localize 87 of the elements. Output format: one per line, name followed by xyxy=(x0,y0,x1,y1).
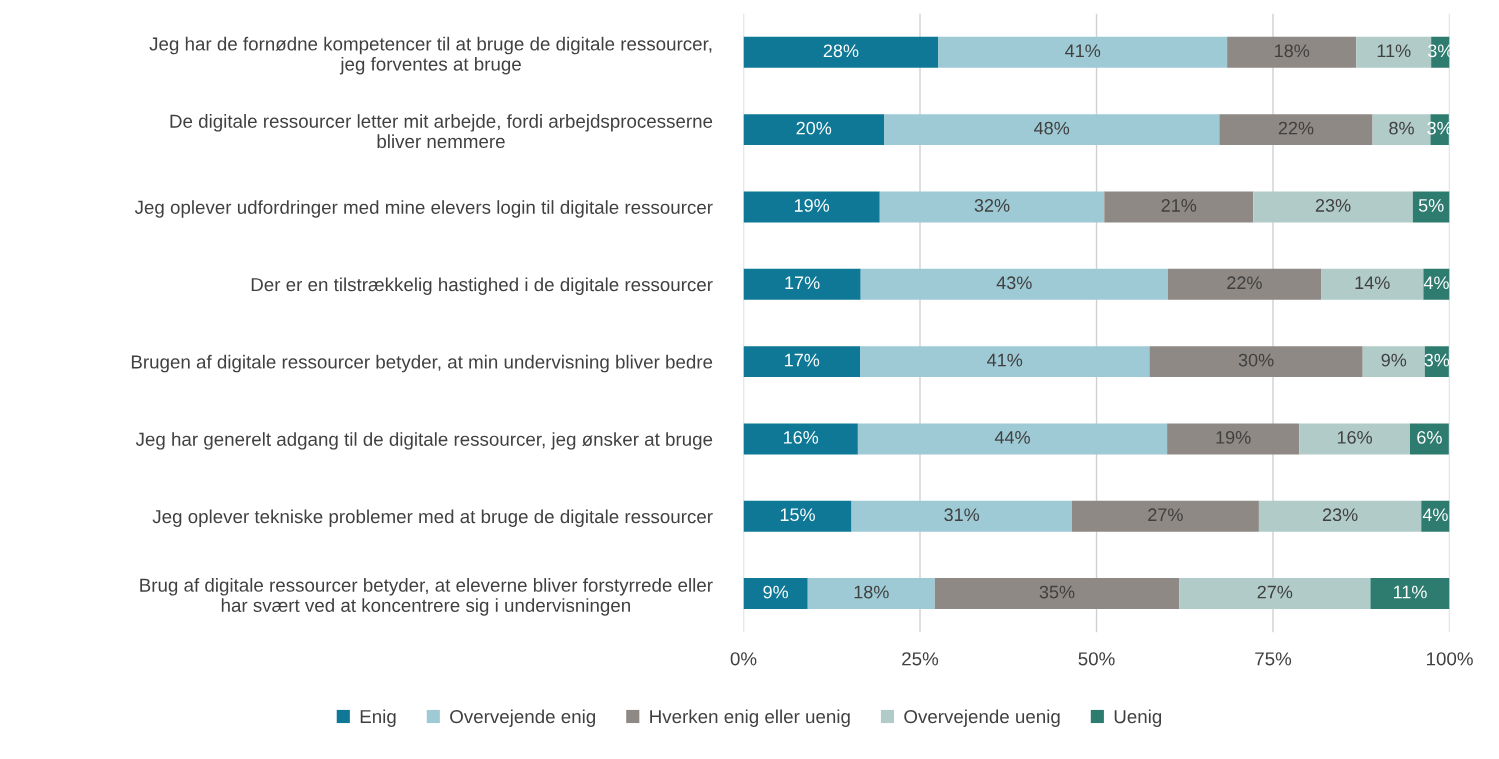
legend-label: Hverken enig eller uenig xyxy=(650,709,850,727)
data-label: 41% xyxy=(987,353,1023,367)
y-tick-label: Jeg har de fornødne kompetencer til at bruge de digitale ressourcer, jeg forventes at bruge xyxy=(149,36,712,75)
bar xyxy=(807,578,935,610)
bar xyxy=(1179,578,1371,610)
bar xyxy=(851,500,1072,532)
data-label: 41% xyxy=(1065,44,1101,58)
data-label: 18% xyxy=(854,585,889,599)
data-label: 20% xyxy=(796,121,832,135)
bar xyxy=(938,36,1228,68)
bar xyxy=(1149,346,1363,378)
bar xyxy=(743,578,808,610)
x-tick-label: 0% xyxy=(730,652,757,666)
legend-label: Uenig xyxy=(1114,709,1162,727)
bar xyxy=(857,423,1168,455)
bar xyxy=(743,500,852,532)
data-label: 4% xyxy=(1422,508,1448,522)
data-label: 31% xyxy=(944,508,980,522)
bar xyxy=(934,578,1180,610)
y-tick-label: Jeg har generelt adgang til de digitale ressourcer, jeg ønsker at bruge xyxy=(135,432,713,450)
bar xyxy=(743,268,861,300)
data-label: 27% xyxy=(1148,508,1183,522)
bar xyxy=(1299,423,1410,455)
legend-label: Enig xyxy=(360,709,396,727)
bar xyxy=(743,423,858,455)
data-label: 9% xyxy=(1381,353,1407,367)
data-label: 4% xyxy=(1423,276,1449,290)
bar xyxy=(1227,36,1357,68)
x-tick-label: 75% xyxy=(1255,652,1292,666)
data-label: 22% xyxy=(1227,276,1262,290)
data-label: 19% xyxy=(1216,431,1251,444)
data-label: 17% xyxy=(785,276,820,290)
bar xyxy=(860,268,1168,300)
bar xyxy=(743,114,884,146)
x-tick-label: 25% xyxy=(902,652,939,666)
data-label: 16% xyxy=(1337,431,1372,444)
data-label: 17% xyxy=(785,353,820,367)
bar xyxy=(743,36,939,68)
data-label: 6% xyxy=(1417,431,1442,444)
bar xyxy=(879,191,1105,223)
data-label: 48% xyxy=(1034,121,1070,135)
x-tick-label: 50% xyxy=(1078,652,1115,666)
data-label: 15% xyxy=(780,508,815,522)
data-label: 35% xyxy=(1039,585,1075,599)
data-label: 30% xyxy=(1238,353,1274,367)
data-label: 22% xyxy=(1278,121,1314,135)
bar xyxy=(743,346,860,378)
data-label: 32% xyxy=(974,199,1010,212)
bar xyxy=(1219,114,1373,146)
data-label: 28% xyxy=(823,44,859,58)
data-label: 43% xyxy=(996,276,1032,290)
y-tick-label: De digitale ressourcer letter mit arbejde, fordi arbejdsprocesserne bliver nemmere xyxy=(170,114,713,149)
bar xyxy=(1258,500,1422,532)
bar xyxy=(1362,346,1425,378)
x-tick-label: 100% xyxy=(1426,652,1473,666)
bar xyxy=(1071,500,1259,532)
data-label: 8% xyxy=(1389,121,1414,135)
bar xyxy=(1253,191,1413,223)
data-label: 23% xyxy=(1322,508,1358,522)
data-label: 21% xyxy=(1161,199,1197,212)
bar xyxy=(1321,268,1424,300)
bar xyxy=(860,346,1150,378)
data-label: 11% xyxy=(1393,585,1427,599)
bar xyxy=(743,191,880,223)
bar xyxy=(1410,423,1449,455)
legend-label: Overvejende enig xyxy=(450,709,596,727)
data-label: 16% xyxy=(784,431,819,444)
data-label: 27% xyxy=(1257,585,1293,599)
y-tick-label: Jeg oplever tekniske problemer med at bruge de digitale ressourcer xyxy=(152,509,713,527)
data-label: 18% xyxy=(1275,44,1310,58)
y-tick-label: Brug af digitale ressourcer betyder, at eleverne bliver forstyrrede eller har svært ved at koncentrere sig i undervisningen xyxy=(140,578,713,616)
legend-label: Overvejende uenig xyxy=(904,709,1060,727)
data-label: 11% xyxy=(1377,44,1411,58)
data-label: 19% xyxy=(794,199,830,212)
y-tick-label: Brugen af digitale ressourcer betyder, at min undervisning bliver bedre xyxy=(131,354,713,373)
y-tick-label: Jeg oplever udfordringer med mine elevers login til digitale ressourcer xyxy=(134,200,713,218)
bar xyxy=(1370,578,1450,610)
data-label: 14% xyxy=(1355,276,1390,290)
bar xyxy=(884,114,1220,146)
bar xyxy=(1167,423,1300,455)
data-label: 5% xyxy=(1418,199,1444,212)
data-label: 44% xyxy=(994,431,1030,444)
bar xyxy=(1104,191,1254,223)
data-label: 23% xyxy=(1315,199,1351,212)
y-tick-label: Der er en tilstrækkelig hastighed i de digitale ressourcer xyxy=(251,277,713,295)
bar xyxy=(1167,268,1322,300)
data-label: 9% xyxy=(763,585,789,599)
